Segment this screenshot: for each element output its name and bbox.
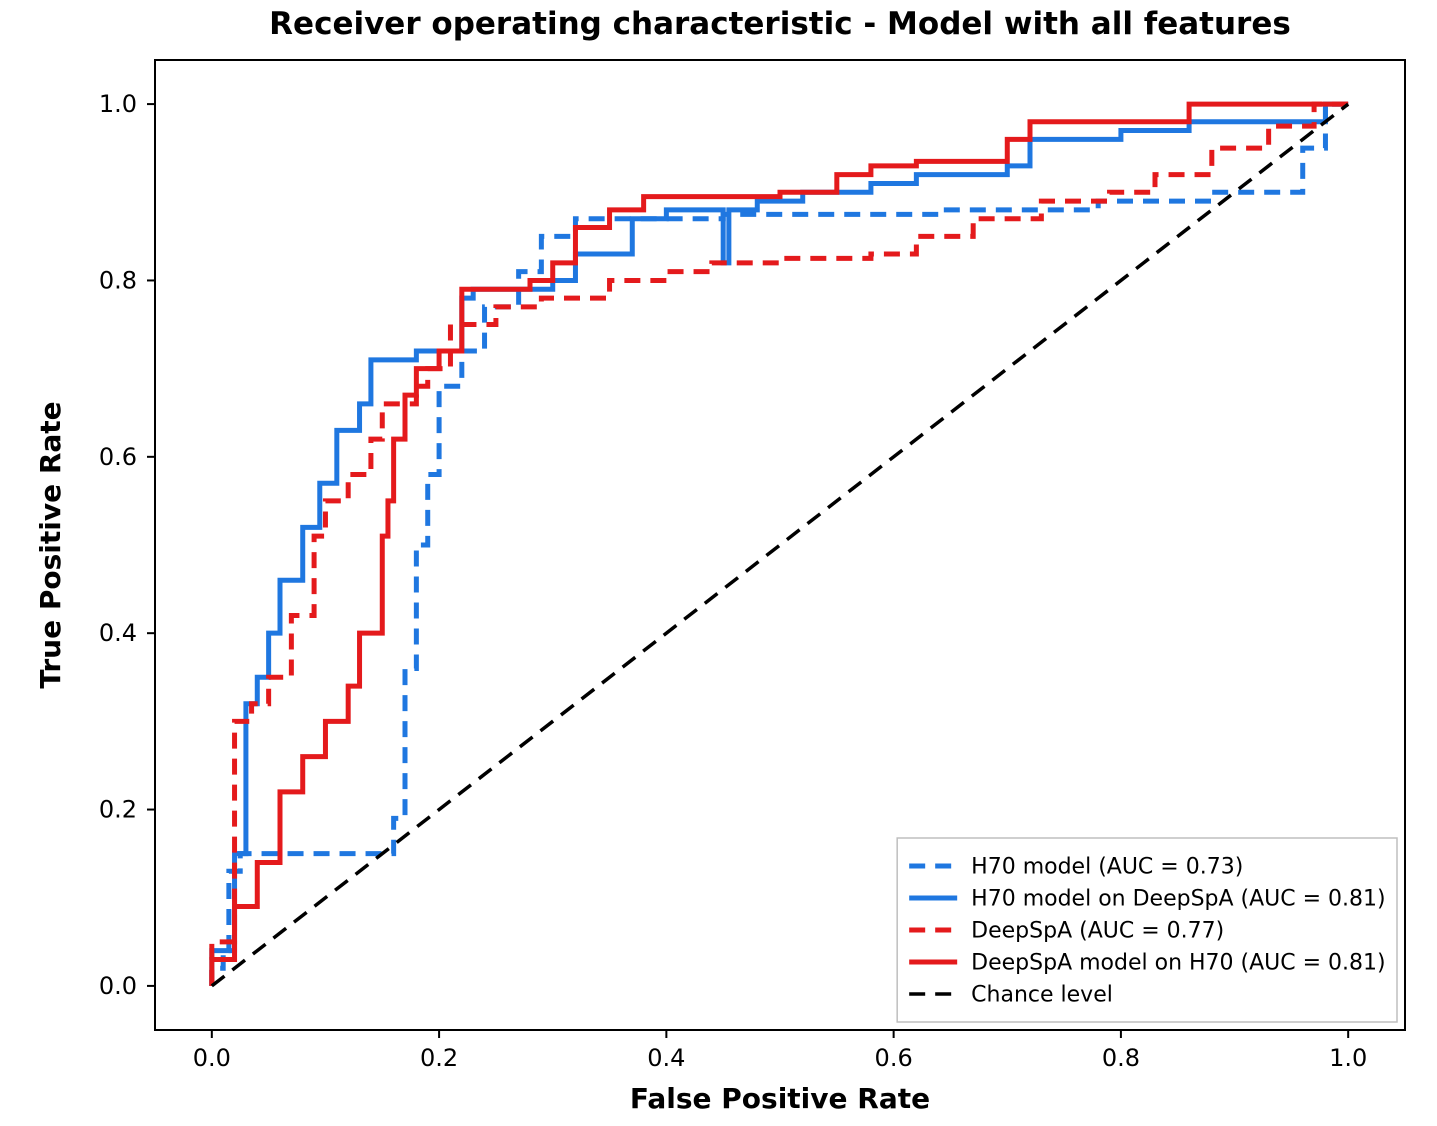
chart-svg: Receiver operating characteristic - Mode… bbox=[0, 0, 1437, 1126]
y-tick-label: 0.8 bbox=[99, 266, 137, 294]
legend-label: DeepSpA (AUC = 0.77) bbox=[971, 919, 1224, 944]
legend-label: H70 model on DeepSpA (AUC = 0.81) bbox=[971, 887, 1385, 912]
y-axis-label: True Positive Rate bbox=[34, 401, 67, 688]
x-tick-label: 0.8 bbox=[1102, 1044, 1140, 1072]
legend-label: Chance level bbox=[971, 983, 1113, 1008]
x-tick-label: 0.6 bbox=[875, 1044, 913, 1072]
legend-label: DeepSpA model on H70 (AUC = 0.81) bbox=[971, 951, 1385, 976]
y-tick-label: 0.6 bbox=[99, 443, 137, 471]
y-tick-label: 0.0 bbox=[99, 972, 137, 1000]
chart-title: Receiver operating characteristic - Mode… bbox=[269, 6, 1291, 42]
x-tick-label: 0.0 bbox=[193, 1044, 231, 1072]
x-tick-label: 0.2 bbox=[420, 1044, 458, 1072]
y-tick-label: 0.4 bbox=[99, 619, 137, 647]
y-tick-label: 0.2 bbox=[99, 796, 137, 824]
roc-chart: Receiver operating characteristic - Mode… bbox=[0, 0, 1437, 1126]
x-axis-label: False Positive Rate bbox=[630, 1082, 930, 1115]
legend-label: H70 model (AUC = 0.73) bbox=[971, 855, 1243, 880]
y-tick-label: 1.0 bbox=[99, 90, 137, 118]
x-tick-label: 0.4 bbox=[647, 1044, 685, 1072]
x-tick-label: 1.0 bbox=[1329, 1044, 1367, 1072]
